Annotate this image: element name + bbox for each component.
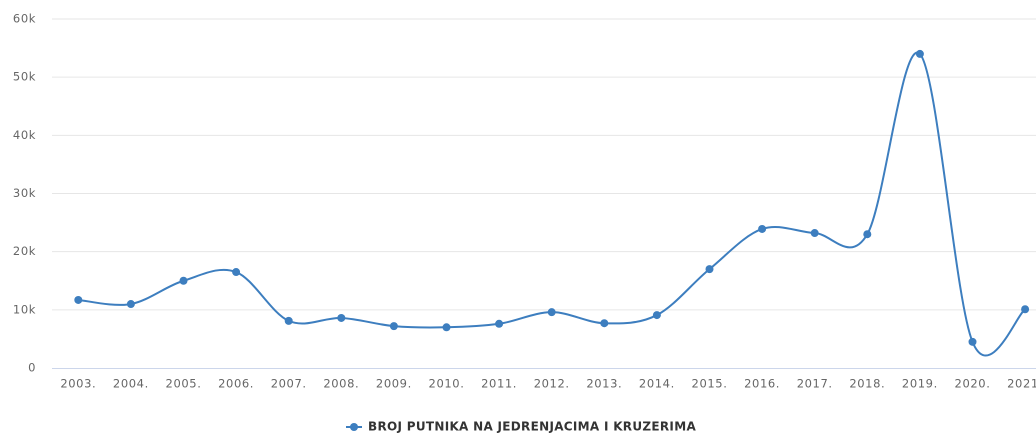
x-tick-label: 2016. — [744, 377, 780, 391]
point — [968, 337, 977, 346]
point — [179, 276, 188, 285]
point — [705, 265, 714, 274]
x-tick-label: 2010. — [429, 377, 465, 391]
point — [74, 295, 83, 304]
point — [915, 49, 924, 58]
x-tick-label: 2019. — [902, 377, 938, 391]
x-tick-label: 2005. — [166, 377, 202, 391]
point — [442, 323, 451, 332]
point — [547, 308, 556, 317]
point — [389, 322, 398, 331]
x-tick-label: 2003. — [60, 377, 96, 391]
point — [232, 268, 241, 277]
point — [495, 319, 504, 328]
y-tick-label: 40k — [13, 128, 36, 142]
y-tick-label: 60k — [13, 12, 36, 26]
x-tick-label: 2012. — [534, 377, 570, 391]
y-tick-label: 50k — [13, 70, 36, 84]
point — [126, 300, 135, 309]
y-tick-label: 30k — [13, 186, 36, 200]
x-tick-label: 2006. — [218, 377, 254, 391]
x-tick-label: 2014. — [639, 377, 675, 391]
y-tick-label: 0 — [28, 361, 36, 375]
point — [600, 319, 609, 328]
x-tick-label: 2011. — [481, 377, 517, 391]
x-tick-label: 2021. — [1007, 377, 1036, 391]
point — [337, 313, 346, 322]
x-tick-label: 2017. — [797, 377, 833, 391]
legend-label: BROJ PUTNIKA NA JEDRENJACIMA I KRUZERIMA — [368, 420, 696, 434]
point — [284, 316, 293, 325]
x-tick-label: 2009. — [376, 377, 412, 391]
x-tick-label: 2004. — [113, 377, 149, 391]
point — [810, 229, 819, 238]
y-tick-label: 20k — [13, 244, 36, 258]
x-tick-label: 2007. — [271, 377, 307, 391]
x-tick-label: 2015. — [692, 377, 728, 391]
legend-marker — [350, 423, 358, 431]
x-tick-label: 2020. — [955, 377, 991, 391]
y-tick-label: 10k — [13, 302, 36, 316]
x-tick-label: 2008. — [323, 377, 359, 391]
point — [652, 311, 661, 320]
point — [758, 224, 767, 233]
point — [863, 230, 872, 239]
point — [1021, 305, 1030, 314]
x-tick-label: 2013. — [586, 377, 622, 391]
x-tick-label: 2018. — [849, 377, 885, 391]
